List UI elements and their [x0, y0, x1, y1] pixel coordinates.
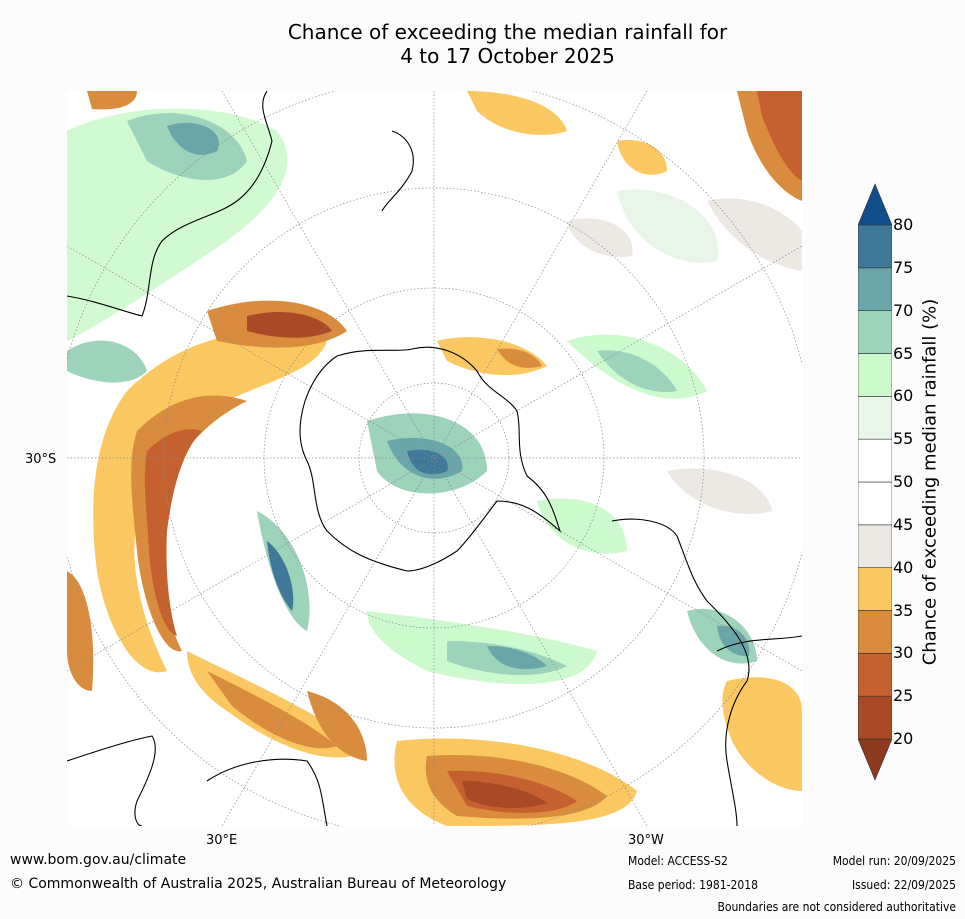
lat-label-30s: 30°S [25, 452, 57, 467]
colorbar-tick-label: 20 [893, 729, 914, 748]
footer-base-period: Base period: 1981-2018 [628, 878, 759, 892]
colorbar-bin [858, 267, 892, 311]
colorbar-tick-label: 55 [893, 429, 914, 449]
colorbar-bin [858, 224, 892, 269]
colorbar-bin [858, 524, 892, 568]
australia-outline [67, 91, 273, 317]
colorbar-bin [858, 396, 892, 440]
colorbar-tick-label: 25 [893, 686, 914, 706]
colorbar-extend-low [858, 738, 892, 781]
africa-outline [67, 735, 156, 826]
lon-label-30e: 30°E [206, 833, 238, 848]
colorbar-extend-high [858, 183, 892, 226]
colorbar-bin [858, 353, 892, 397]
colorbar-bin [858, 695, 892, 740]
probability-field [67, 91, 802, 826]
colorbar-tick-label: 35 [893, 600, 914, 620]
colorbar-tick-label: 45 [893, 514, 914, 534]
south-america-outline [611, 518, 750, 826]
footer-model: Model: ACCESS-S2 [628, 854, 728, 868]
map-title: Chance of exceeding the median rainfall … [0, 20, 965, 68]
map-svg [67, 91, 802, 826]
colorbar-bin [858, 481, 892, 526]
colorbar [858, 183, 892, 781]
colorbar-bin [858, 653, 892, 697]
graticule [67, 91, 802, 826]
rainfall-map [67, 91, 802, 826]
footer-issued: Issued: 22/09/2025 [851, 878, 956, 892]
antarctica-outline [299, 346, 562, 572]
colorbar-label: Chance of exceeding median rainfall (%) [919, 298, 941, 666]
footer-disclaimer: Boundaries are not considered authoritat… [717, 900, 956, 914]
colorbar-tick-label: 30 [893, 643, 914, 663]
colorbar-tick-label: 50 [893, 472, 914, 491]
colorbar-tick-label: 75 [893, 257, 914, 277]
coastlines [67, 91, 802, 826]
colorbar-bin [858, 567, 892, 611]
footer-model-run: Model run: 20/09/2025 [832, 854, 956, 868]
colorbar-tick-label: 40 [893, 557, 914, 577]
colorbar-bin [858, 438, 892, 483]
lon-label-30w: 30°W [628, 833, 664, 848]
footer-url[interactable]: www.bom.gov.au/climate [10, 852, 187, 868]
title-line-2: 4 to 17 October 2025 [400, 44, 615, 68]
colorbar-tick-label: 65 [893, 343, 914, 363]
new-zealand-outline [381, 130, 414, 212]
colorbar-tick-label: 60 [893, 386, 914, 406]
title-line-1: Chance of exceeding the median rainfall … [287, 20, 728, 44]
colorbar-bin [858, 310, 892, 354]
colorbar-tick-label: 80 [893, 215, 914, 234]
footer-copyright: © Commonwealth of Australia 2025, Austra… [10, 876, 507, 892]
colorbar-bin [858, 610, 892, 654]
colorbar-tick-label: 70 [893, 300, 914, 320]
